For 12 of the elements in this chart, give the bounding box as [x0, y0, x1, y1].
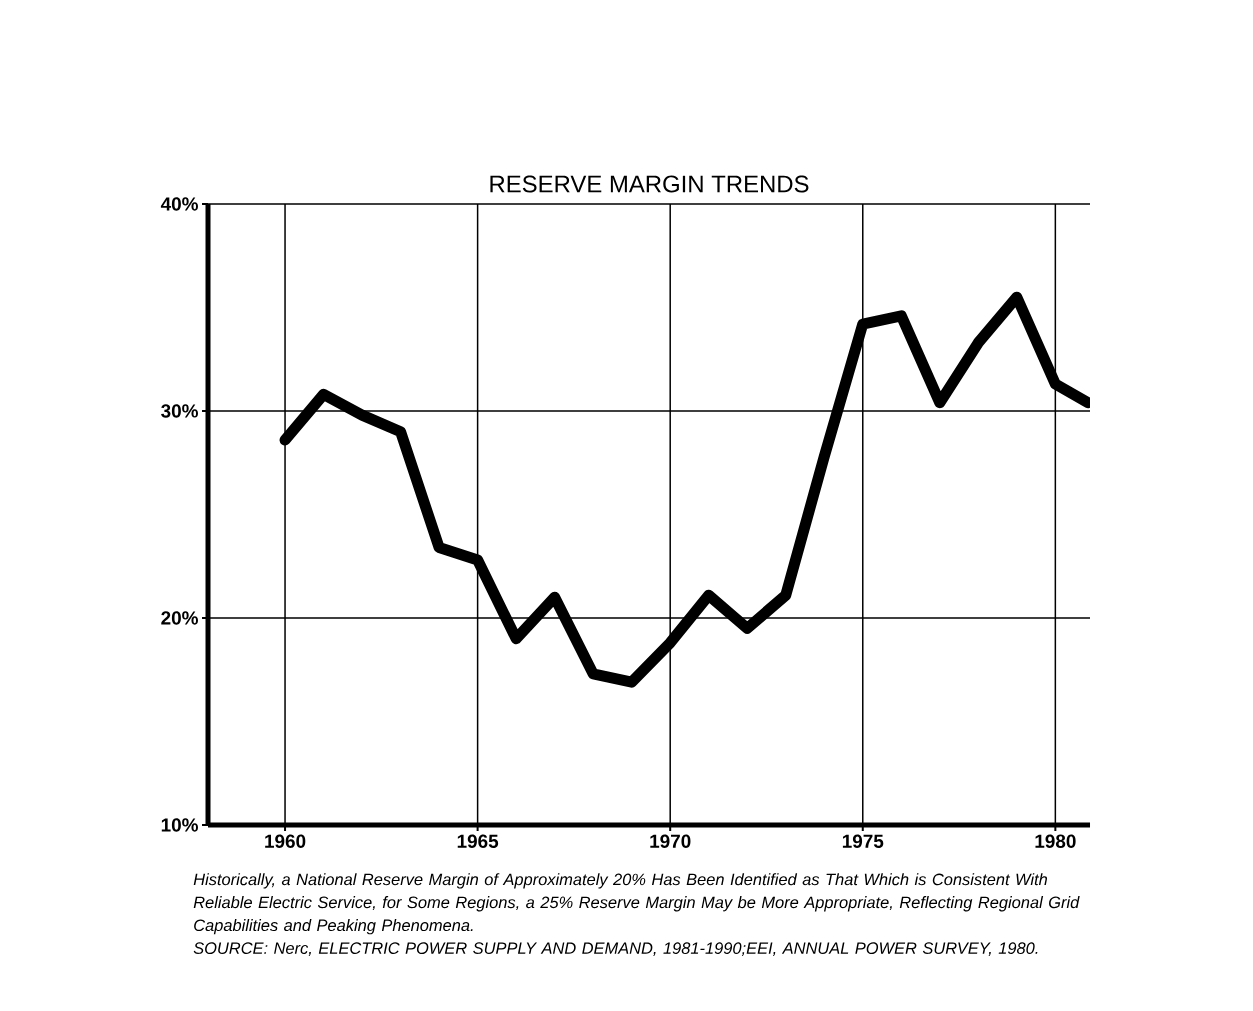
- x-tick-label: 1970: [650, 834, 691, 848]
- x-tick-label: 1960: [265, 834, 306, 848]
- x-tick-label: 1980: [1035, 834, 1076, 848]
- y-tick-label: 30%: [161, 404, 198, 418]
- x-tick-label: 1965: [457, 834, 499, 848]
- y-tick-label: 40%: [160, 197, 198, 211]
- x-tick-label: 1975: [842, 834, 884, 848]
- y-tick-label: 10%: [161, 818, 198, 832]
- y-tick-label: 20%: [161, 611, 198, 625]
- text: Historically, a National Reserve Margin of Approximately 20% Has Been Identified as That Which is Consistent With Reliable Electric Service, for Some Regions, a 25% Reserve Margin May be More Appropriate, Reflecting Regional Grid Capabilities and Peaking Phenomena.: [193, 873, 1080, 935]
- chart-title: RESERVE MARGIN TRENDS: [490, 175, 809, 193]
- source-note: SOURCE: Nerc, ELECTRIC POWER SUPPLY AND DEMAND, 1981-1990;EEI, ANNUAL POWER SURVEY, 1980.: [193, 942, 1038, 956]
